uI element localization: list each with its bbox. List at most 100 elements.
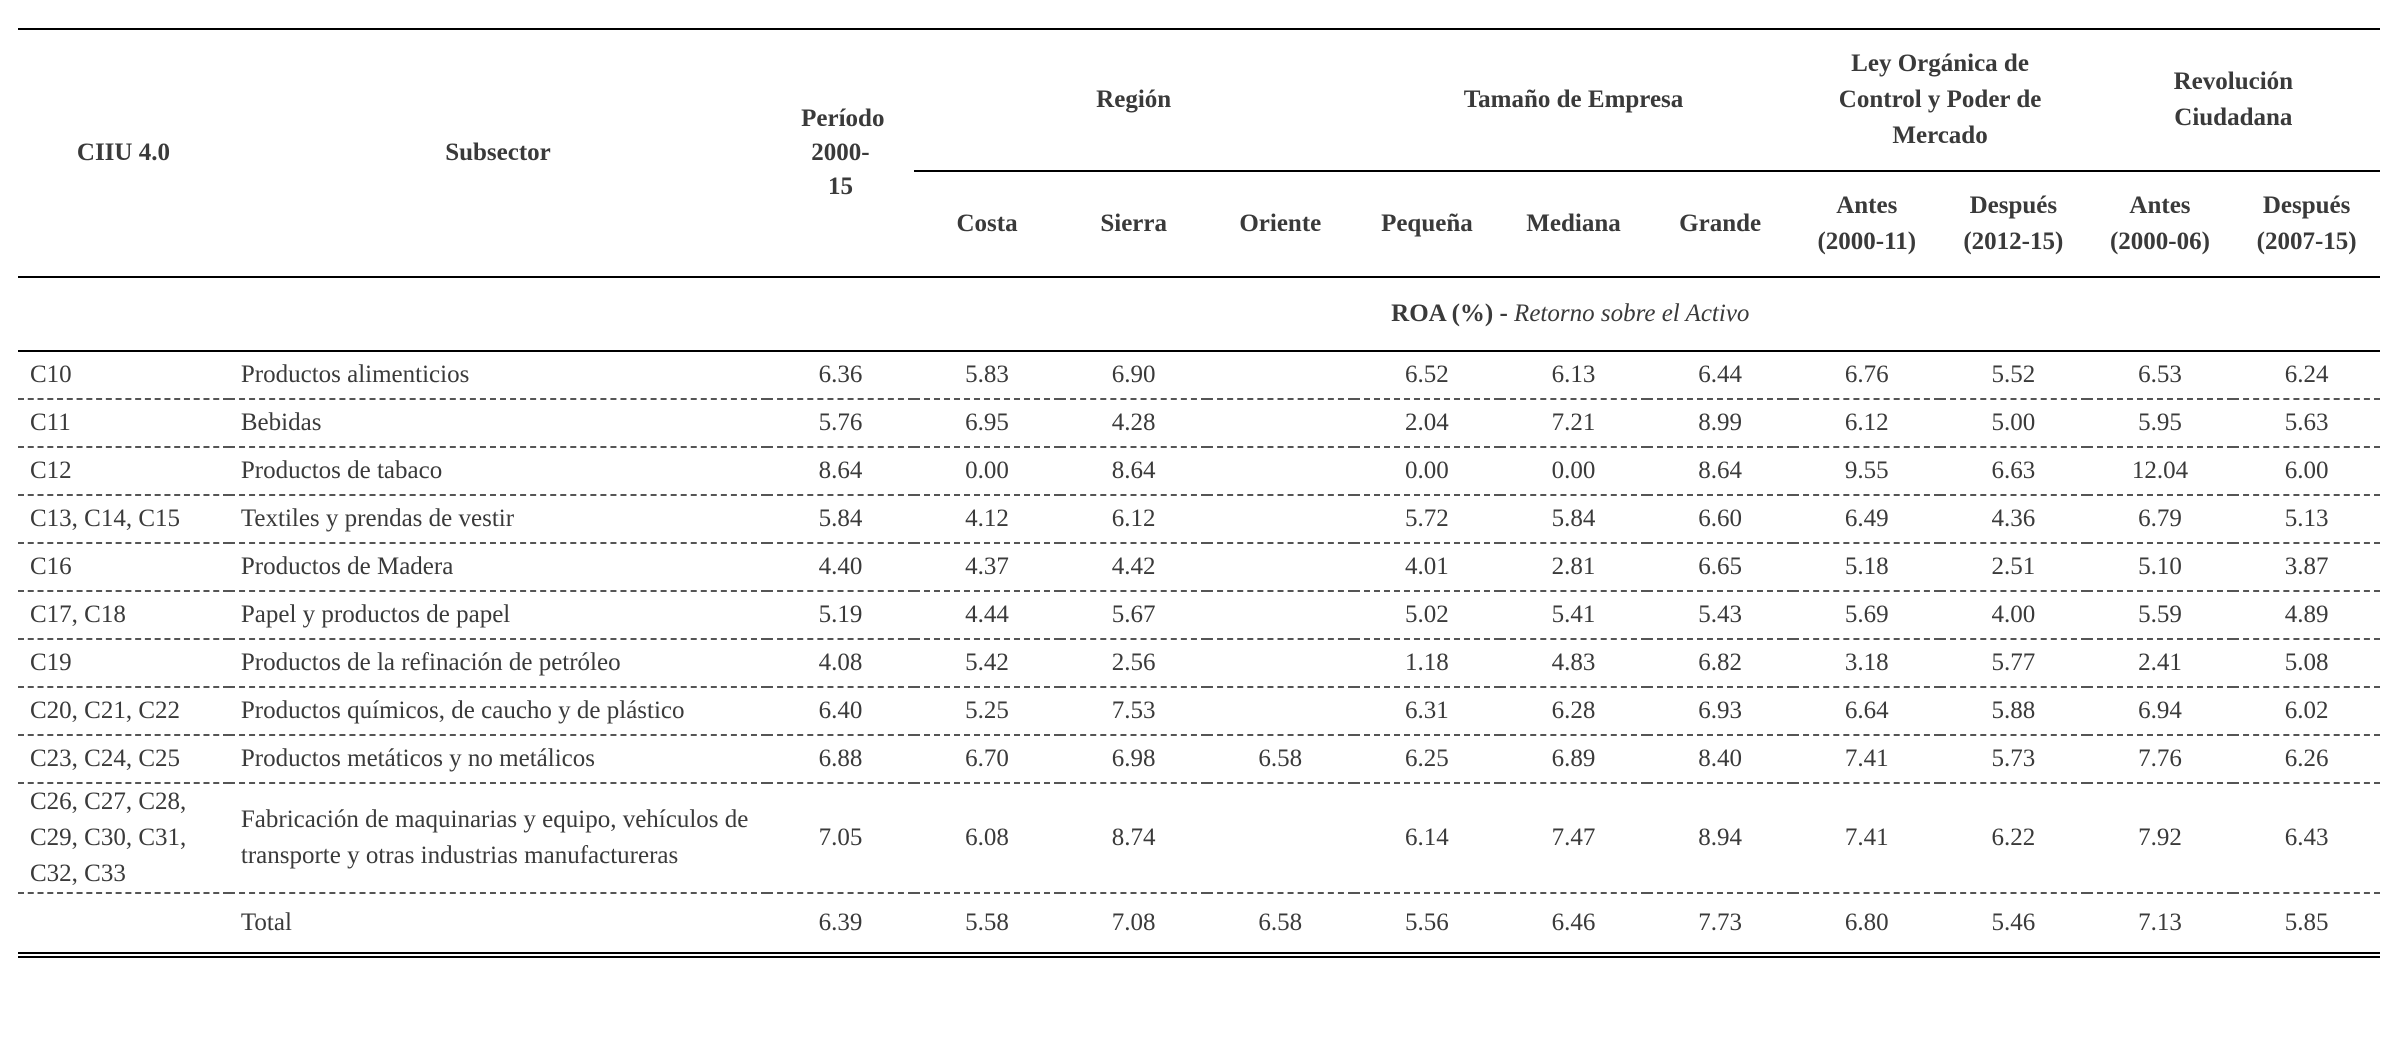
- value-cell: 6.25: [1353, 735, 1501, 784]
- value-cell: [1206, 495, 1354, 544]
- value-cell: 5.19: [767, 591, 914, 640]
- value-cell: 7.41: [1793, 735, 1941, 784]
- value-cell: 6.13: [1500, 351, 1647, 400]
- value-cell: 6.98: [1060, 735, 1207, 784]
- value-cell: 5.84: [767, 495, 914, 544]
- value-cell: 6.90: [1060, 351, 1207, 400]
- table-row: C26, C27, C28, C29, C30, C31, C32, C33 Fa…: [18, 783, 2380, 894]
- ciiu-code-cell: C16: [18, 543, 229, 592]
- header-ley-despues: Después (2012-15): [1940, 171, 2087, 278]
- total-label: Total: [228, 893, 768, 958]
- subsector-cell: Productos metáticos y no metálicos: [228, 735, 768, 784]
- value-cell: [1206, 543, 1354, 592]
- value-cell: 5.59: [2086, 591, 2234, 640]
- section-title: ROA (%) - Retorno sobre el Activo: [767, 277, 2380, 352]
- value-cell: 3.87: [2233, 543, 2380, 592]
- header-rev-antes: Antes (2000-06): [2086, 171, 2234, 278]
- total-value-cell: 5.85: [2233, 893, 2380, 958]
- header-tamano: Tamaño de Empresa: [1353, 29, 1794, 172]
- value-cell: 6.12: [1060, 495, 1207, 544]
- value-cell: 0.00: [1353, 447, 1501, 496]
- value-cell: 3.18: [1793, 639, 1941, 688]
- value-cell: 8.64: [1646, 447, 1794, 496]
- value-cell: 4.01: [1353, 543, 1501, 592]
- ciiu-code-cell: C11: [18, 399, 229, 448]
- value-cell: 5.18: [1793, 543, 1941, 592]
- total-value-cell: 7.73: [1646, 893, 1794, 958]
- table-row: C20, C21, C22 Productos químicos, de cauc…: [18, 687, 2380, 736]
- value-cell: 8.40: [1646, 735, 1794, 784]
- ciiu-code-cell: C19: [18, 639, 229, 688]
- value-cell: 5.76: [767, 399, 914, 448]
- value-cell: 4.89: [2233, 591, 2380, 640]
- roa-table-container: CIIU 4.0 Subsector Período 2000-15 Regió…: [18, 28, 2380, 958]
- header-region: Región: [913, 29, 1354, 172]
- value-cell: 7.41: [1793, 783, 1941, 894]
- value-cell: 4.12: [913, 495, 1061, 544]
- value-cell: 6.02: [2233, 687, 2380, 736]
- value-cell: 6.52: [1353, 351, 1501, 400]
- value-cell: 6.49: [1793, 495, 1941, 544]
- table-row: C12 Productos de tabaco 8.64 0.00 8.64 0.00 0.…: [18, 447, 2380, 496]
- value-cell: 4.37: [913, 543, 1061, 592]
- value-cell: 8.99: [1646, 399, 1794, 448]
- value-cell: 4.44: [913, 591, 1061, 640]
- table-row: C13, C14, C15 Textiles y prendas de vesti…: [18, 495, 2380, 544]
- value-cell: 5.52: [1940, 351, 2087, 400]
- ciiu-code-cell: C13, C14, C15: [18, 495, 229, 544]
- value-cell: 1.18: [1353, 639, 1501, 688]
- header-revolucion: Revolución Ciudadana: [2086, 29, 2380, 172]
- total-code-cell: [18, 893, 229, 958]
- roa-table: CIIU 4.0 Subsector Período 2000-15 Regió…: [18, 28, 2380, 958]
- value-cell: 5.88: [1940, 687, 2087, 736]
- value-cell: 6.36: [767, 351, 914, 400]
- header-periodo: Período 2000-15: [767, 29, 914, 278]
- value-cell: 8.94: [1646, 783, 1794, 894]
- header-rev-despues: Después (2007-15): [2233, 171, 2380, 278]
- table-row: C19 Productos de la refinación de petróle…: [18, 639, 2380, 688]
- total-value-cell: 6.39: [767, 893, 914, 958]
- header-costa: Costa: [913, 171, 1061, 278]
- header-mediana: Mediana: [1500, 171, 1647, 278]
- total-value-cell: 7.08: [1060, 893, 1207, 958]
- value-cell: 6.31: [1353, 687, 1501, 736]
- value-cell: 6.89: [1500, 735, 1647, 784]
- value-cell: 2.51: [1940, 543, 2087, 592]
- value-cell: 5.41: [1500, 591, 1647, 640]
- value-cell: 7.92: [2086, 783, 2234, 894]
- header-row-2: Costa Sierra Oriente Pequeña Mediana Gra…: [18, 171, 2380, 278]
- total-row: Total 6.39 5.58 7.08 6.58 5.56 6.46 7.73 6.80 5.4…: [18, 893, 2380, 958]
- value-cell: 7.05: [767, 783, 914, 894]
- value-cell: 5.25: [913, 687, 1061, 736]
- total-value-cell: 7.13: [2086, 893, 2234, 958]
- total-value-cell: 5.56: [1353, 893, 1501, 958]
- subsector-cell: Textiles y prendas de vestir: [228, 495, 768, 544]
- subsector-cell: Papel y productos de papel: [228, 591, 768, 640]
- value-cell: 2.56: [1060, 639, 1207, 688]
- value-cell: 4.28: [1060, 399, 1207, 448]
- value-cell: 4.42: [1060, 543, 1207, 592]
- value-cell: 6.94: [2086, 687, 2234, 736]
- value-cell: 6.82: [1646, 639, 1794, 688]
- value-cell: 5.13: [2233, 495, 2380, 544]
- value-cell: 7.76: [2086, 735, 2234, 784]
- total-value-cell: 5.58: [913, 893, 1061, 958]
- table-row: C11 Bebidas 5.76 6.95 4.28 2.04 7.21 8.99 6.12 5.…: [18, 399, 2380, 448]
- ciiu-code-cell: C10: [18, 351, 229, 400]
- subsector-cell: Productos alimenticios: [228, 351, 768, 400]
- value-cell: 6.28: [1500, 687, 1647, 736]
- value-cell: 5.00: [1940, 399, 2087, 448]
- value-cell: 6.08: [913, 783, 1061, 894]
- value-cell: [1206, 687, 1354, 736]
- value-cell: 2.81: [1500, 543, 1647, 592]
- value-cell: [1206, 351, 1354, 400]
- value-cell: 4.40: [767, 543, 914, 592]
- value-cell: 6.60: [1646, 495, 1794, 544]
- total-value-cell: 6.46: [1500, 893, 1647, 958]
- value-cell: 5.69: [1793, 591, 1941, 640]
- value-cell: 5.72: [1353, 495, 1501, 544]
- value-cell: 6.63: [1940, 447, 2087, 496]
- value-cell: 6.00: [2233, 447, 2380, 496]
- value-cell: 6.22: [1940, 783, 2087, 894]
- table-row: C23, C24, C25 Productos metáticos y no me…: [18, 735, 2380, 784]
